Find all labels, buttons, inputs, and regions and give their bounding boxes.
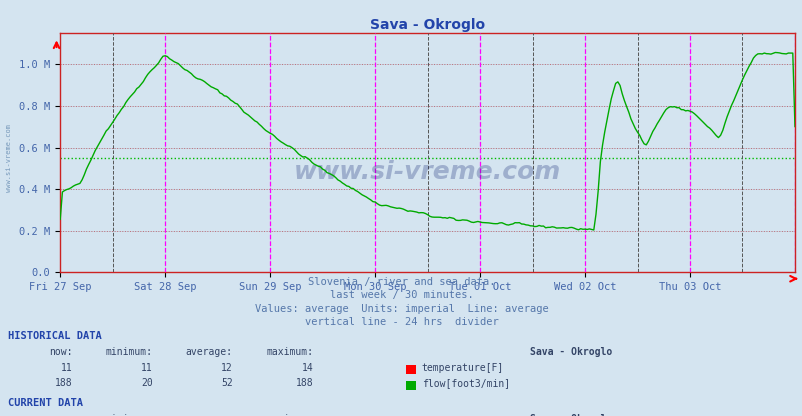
Text: www.si-vreme.com: www.si-vreme.com bbox=[294, 160, 561, 184]
Text: flow[foot3/min]: flow[foot3/min] bbox=[421, 379, 509, 389]
Text: vertical line - 24 hrs  divider: vertical line - 24 hrs divider bbox=[304, 317, 498, 327]
Text: 20: 20 bbox=[140, 379, 152, 389]
Text: 188: 188 bbox=[55, 379, 72, 389]
Text: CURRENT DATA: CURRENT DATA bbox=[8, 399, 83, 409]
Text: www.si-vreme.com: www.si-vreme.com bbox=[6, 124, 11, 192]
Text: Values: average  Units: imperial  Line: average: Values: average Units: imperial Line: av… bbox=[254, 304, 548, 314]
Text: 11: 11 bbox=[60, 363, 72, 373]
Text: now:: now: bbox=[49, 414, 72, 416]
Text: last week / 30 minutes.: last week / 30 minutes. bbox=[329, 290, 473, 300]
Text: 14: 14 bbox=[301, 363, 313, 373]
Text: minimum:: minimum: bbox=[105, 347, 152, 357]
Text: 12: 12 bbox=[221, 363, 233, 373]
Text: Sava - Okroglo: Sava - Okroglo bbox=[529, 347, 611, 357]
Text: maximum:: maximum: bbox=[265, 414, 313, 416]
Text: average:: average: bbox=[185, 414, 233, 416]
Title: Sava - Okroglo: Sava - Okroglo bbox=[370, 18, 484, 32]
Text: minimum:: minimum: bbox=[105, 414, 152, 416]
Text: Slovenia / river and sea data.: Slovenia / river and sea data. bbox=[307, 277, 495, 287]
Text: HISTORICAL DATA: HISTORICAL DATA bbox=[8, 331, 102, 341]
Text: now:: now: bbox=[49, 347, 72, 357]
Text: average:: average: bbox=[185, 347, 233, 357]
Text: 11: 11 bbox=[140, 363, 152, 373]
Text: maximum:: maximum: bbox=[265, 347, 313, 357]
Text: Sava - Okroglo: Sava - Okroglo bbox=[529, 414, 611, 416]
Text: 188: 188 bbox=[295, 379, 313, 389]
Text: 52: 52 bbox=[221, 379, 233, 389]
Text: temperature[F]: temperature[F] bbox=[421, 363, 503, 373]
